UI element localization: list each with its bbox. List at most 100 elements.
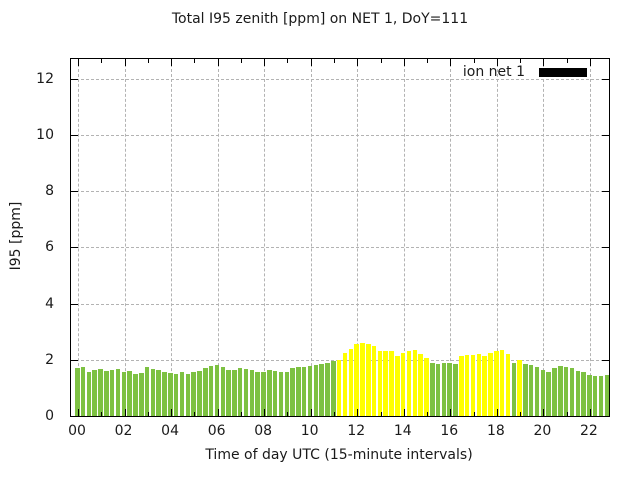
legend: ion net 1 (463, 65, 587, 79)
v-gridline (450, 59, 452, 416)
bar (249, 369, 255, 416)
x-tick (427, 412, 429, 416)
x-tick-label: 14 (393, 423, 412, 439)
bar (342, 352, 348, 416)
x-tick-label: 02 (114, 423, 133, 439)
y-tick (602, 134, 609, 136)
x-tick (427, 59, 429, 63)
bar (360, 342, 365, 416)
plot-area: ion net 1 (70, 58, 610, 417)
bar (191, 372, 196, 416)
y-tick (71, 191, 78, 193)
bar (406, 351, 412, 416)
v-gridline (496, 59, 498, 416)
bar (412, 349, 418, 416)
bar (558, 365, 563, 416)
bar (278, 371, 284, 416)
x-tick (333, 59, 335, 63)
bar (220, 366, 225, 416)
x-tick (194, 412, 196, 416)
bar (505, 354, 511, 416)
x-tick (194, 59, 196, 63)
x-tick (264, 409, 266, 416)
bar (203, 368, 208, 416)
y-tick (71, 359, 78, 361)
bar (331, 361, 336, 416)
x-tick-labels: 00 02 04 06 08 10 12 14 16 18 20 22 (68, 423, 608, 440)
bar (179, 372, 185, 416)
bar (127, 370, 132, 416)
x-tick (520, 412, 522, 416)
x-tick-label: 10 (300, 423, 319, 439)
legend-label: ion net 1 (462, 64, 525, 80)
y-tick-label: 4 (45, 295, 54, 312)
y-tick (71, 78, 78, 80)
x-tick (310, 59, 312, 66)
v-gridline (124, 59, 126, 416)
bar (587, 374, 592, 416)
bar (534, 367, 540, 416)
bar (284, 372, 290, 416)
bar (389, 351, 394, 416)
x-tick (380, 59, 382, 63)
x-tick-label: 12 (347, 423, 366, 439)
bar (261, 371, 266, 416)
x-tick (566, 59, 568, 63)
bar (575, 371, 581, 416)
y-tick (602, 359, 609, 361)
bar (255, 372, 260, 416)
x-tick (78, 409, 79, 416)
x-tick (171, 59, 173, 66)
bar (267, 370, 272, 416)
x-tick-label: 00 (68, 423, 86, 439)
x-tick-label: 18 (486, 423, 505, 439)
x-tick (240, 59, 242, 63)
bar (563, 366, 569, 416)
x-tick (380, 412, 382, 416)
v-gridline (171, 59, 173, 416)
x-tick (264, 59, 266, 66)
h-gridline (71, 247, 609, 249)
bar (476, 354, 482, 416)
bar (581, 372, 586, 416)
bar (226, 370, 231, 416)
bar (377, 351, 383, 416)
x-tick (473, 412, 475, 416)
bar (371, 345, 377, 416)
x-tick (450, 59, 452, 66)
x-axis-label: Time of day UTC (15-minute intervals) (205, 447, 473, 463)
bar (552, 367, 557, 416)
bar (482, 355, 487, 416)
y-tick (71, 134, 78, 136)
bar (92, 370, 97, 416)
x-tick (287, 59, 289, 63)
x-tick-label: 04 (161, 423, 179, 439)
y-tick (71, 247, 78, 249)
v-gridline (357, 59, 359, 416)
x-tick (450, 409, 452, 416)
y-tick (602, 191, 609, 193)
x-tick (101, 59, 103, 63)
bar (354, 344, 359, 416)
y-tick (71, 303, 78, 305)
bar (156, 370, 161, 416)
bar (336, 359, 342, 416)
y-tick-label: 12 (36, 70, 54, 87)
x-tick (124, 409, 126, 416)
bar (197, 370, 202, 416)
x-tick-label: 16 (440, 423, 459, 439)
bar (604, 375, 609, 416)
v-gridline (543, 59, 545, 416)
v-gridline (589, 59, 591, 416)
h-gridline (71, 303, 609, 305)
bar (470, 354, 476, 416)
bar (139, 372, 144, 416)
h-gridline (71, 191, 609, 193)
x-tick (240, 412, 242, 416)
bar (237, 368, 243, 416)
y-tick-label: 8 (45, 183, 54, 200)
x-tick (473, 59, 475, 63)
bar (395, 355, 400, 416)
v-gridline (78, 59, 79, 416)
